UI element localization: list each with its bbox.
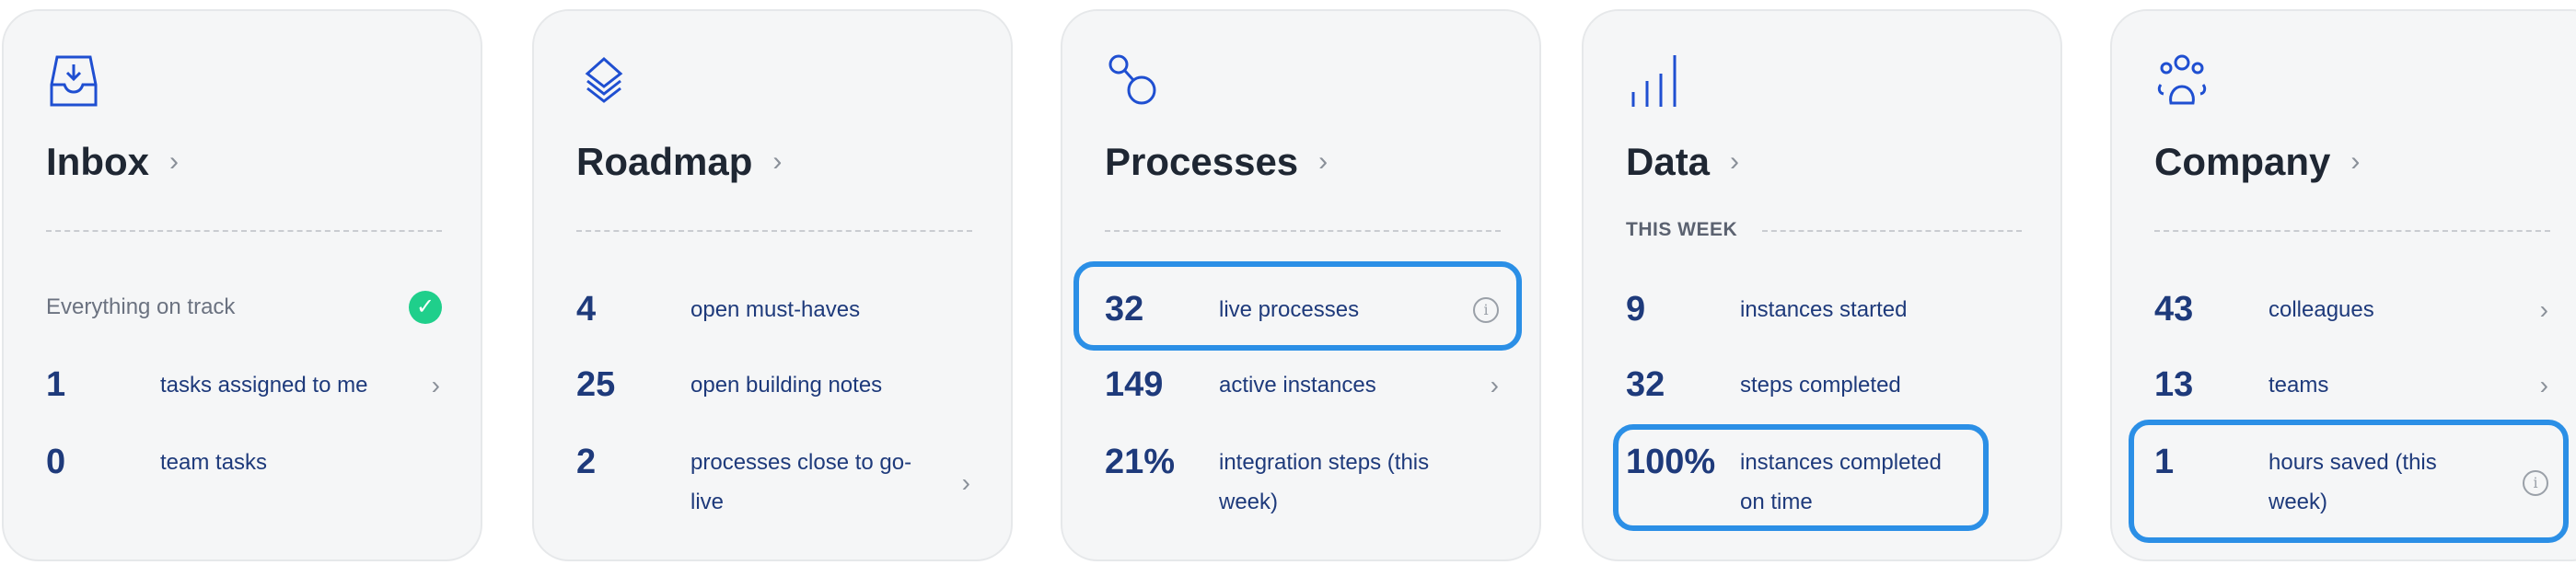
stat-label: teams — [2269, 373, 2329, 398]
highlight-box — [2129, 420, 2569, 543]
highlight-box — [1073, 261, 1522, 351]
stat-value: 43 — [2154, 290, 2194, 329]
chevron-right-icon: › — [169, 146, 179, 177]
chevron-right-icon[interactable]: › — [431, 371, 440, 399]
stat-label: instances started — [1740, 297, 1908, 322]
stat-value: 1 — [2154, 443, 2175, 481]
divider — [1105, 230, 1501, 232]
stat-label: processes close to go-live — [690, 450, 912, 514]
chevron-right-icon[interactable]: › — [2539, 371, 2548, 399]
stat-row-team-tasks: 0 team tasks — [46, 443, 440, 522]
chevron-right-icon[interactable]: › — [1490, 371, 1499, 399]
process-nodes-icon — [1108, 54, 1156, 105]
card-company: Company › 43 colleagues › 13 teams › 1 hours s… — [2110, 9, 2576, 561]
stat-row-close-to-go-live[interactable]: 2 processes close to go-live › — [576, 443, 970, 522]
inbox-title-link[interactable]: Inbox › — [46, 140, 179, 184]
card-title: Processes — [1105, 140, 1299, 183]
bar-chart-icon — [1631, 55, 1677, 107]
divider — [2154, 230, 2550, 232]
people-group-icon — [2157, 54, 2207, 105]
divider — [576, 230, 972, 232]
card-roadmap: Roadmap › 4 open must-haves 25 open buildin… — [532, 9, 1013, 561]
stat-row-completed-on-time: 100% instances completed on time — [1626, 443, 2020, 522]
stat-label: active instances — [1219, 373, 1376, 398]
stat-value: 13 — [2154, 365, 2194, 404]
stat-label: integration steps (this week) — [1219, 450, 1430, 514]
status-row: Everything on track ✓ — [46, 287, 442, 327]
chevron-right-icon: › — [2350, 146, 2361, 177]
stat-value: 25 — [576, 365, 616, 404]
stat-value: 2 — [576, 443, 597, 481]
stat-row-active-instances[interactable]: 149 active instances › — [1105, 365, 1499, 444]
chevron-right-icon: › — [1730, 146, 1740, 177]
stat-row-live-processes: 32 live processes i — [1105, 290, 1499, 369]
card-title: Data — [1626, 140, 1711, 183]
stat-row-teams[interactable]: 13 teams › — [2154, 365, 2548, 444]
stat-row-instances-started: 9 instances started — [1626, 290, 2020, 369]
stat-label: open must-haves — [690, 297, 861, 322]
stat-value: 4 — [576, 290, 597, 329]
stat-label: live processes — [1219, 297, 1360, 322]
stat-value: 32 — [1105, 290, 1144, 329]
stat-value: 32 — [1626, 365, 1665, 404]
divider — [1762, 230, 2022, 232]
layers-icon — [585, 56, 623, 103]
stat-value: 1 — [46, 365, 66, 404]
card-title: Inbox — [46, 140, 149, 183]
stat-value: 149 — [1105, 365, 1164, 404]
company-title-link[interactable]: Company › — [2154, 140, 2360, 184]
roadmap-title-link[interactable]: Roadmap › — [576, 140, 782, 184]
stat-label: open building notes — [690, 373, 883, 398]
card-title: Company — [2154, 140, 2331, 183]
divider — [46, 230, 442, 232]
stat-row-must-haves: 4 open must-haves — [576, 290, 970, 369]
status-text: Everything on track — [46, 294, 236, 319]
chevron-right-icon: › — [1318, 146, 1329, 177]
stat-label: colleagues — [2269, 297, 2374, 322]
data-title-link[interactable]: Data › — [1626, 140, 1739, 184]
stat-label: steps completed — [1740, 373, 1901, 398]
card-title: Roadmap — [576, 140, 753, 183]
chevron-right-icon[interactable]: › — [961, 468, 970, 497]
stat-value: 0 — [46, 443, 66, 481]
stat-row-integration-steps: 21% integration steps (this week) — [1105, 443, 1499, 522]
highlight-box — [1613, 424, 1989, 531]
chevron-right-icon: › — [772, 146, 783, 177]
processes-title-link[interactable]: Processes › — [1105, 140, 1328, 184]
stat-label: hours saved (this week) — [2269, 450, 2437, 514]
check-circle-icon: ✓ — [409, 291, 442, 324]
info-icon[interactable]: i — [2523, 470, 2548, 496]
card-processes: Processes › 32 live processes i 149 active i… — [1061, 9, 1541, 561]
info-icon[interactable]: i — [1473, 297, 1499, 323]
stat-label: instances completed on time — [1740, 450, 1942, 514]
stat-row-hours-saved: 1 hours saved (this week) i — [2154, 443, 2548, 522]
card-data: Data › THIS WEEK 9 instances started 32 ste… — [1582, 9, 2062, 561]
stat-value: 9 — [1626, 290, 1646, 329]
stat-row-steps-completed: 32 steps completed — [1626, 365, 2020, 444]
stat-row-colleagues[interactable]: 43 colleagues › — [2154, 290, 2548, 369]
inbox-download-icon — [50, 55, 98, 107]
chevron-right-icon[interactable]: › — [2539, 295, 2548, 324]
card-inbox: Inbox › Everything on track ✓ 1 tasks assig… — [2, 9, 482, 561]
stat-row-building-notes: 25 open building notes — [576, 365, 970, 444]
section-subheader: THIS WEEK — [1626, 219, 1738, 240]
stat-label: team tasks — [160, 450, 268, 475]
stat-label: tasks assigned to me — [160, 373, 368, 398]
stat-row-tasks-assigned[interactable]: 1 tasks assigned to me › — [46, 365, 440, 444]
stat-value: 100% — [1626, 443, 1716, 481]
stat-value: 21% — [1105, 443, 1176, 481]
